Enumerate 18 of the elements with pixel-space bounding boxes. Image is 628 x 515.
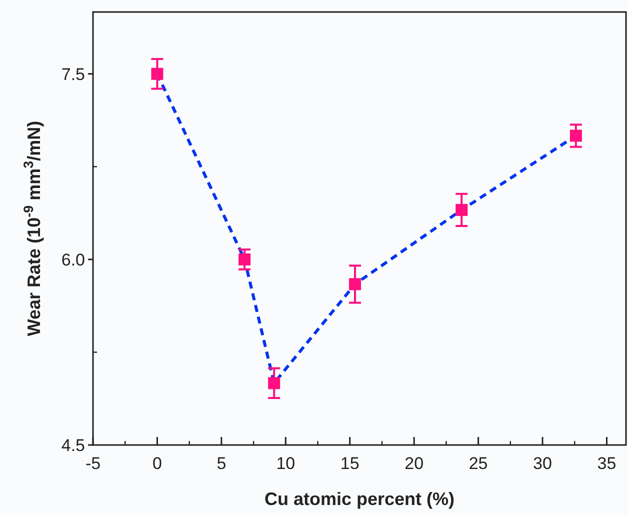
x-tick-label: 15 xyxy=(340,454,360,473)
x-axis-title: Cu atomic percent (%) xyxy=(264,489,455,509)
point xyxy=(349,278,362,290)
y-tick-label: 4.5 xyxy=(61,436,85,455)
x-tick-label: 20 xyxy=(404,454,424,473)
point xyxy=(151,68,164,80)
x-tick-label: 0 xyxy=(152,454,162,473)
point xyxy=(456,204,468,216)
point xyxy=(570,130,582,142)
x-tick-label: 25 xyxy=(468,454,488,473)
y-tick-label: 7.5 xyxy=(61,64,85,84)
x-tick-label: 10 xyxy=(276,454,296,473)
x-tick-label: 5 xyxy=(216,454,226,473)
x-tick-label: 35 xyxy=(597,454,616,473)
x-tick-label: 30 xyxy=(533,454,552,473)
x-tick-label: -5 xyxy=(85,454,101,473)
point xyxy=(268,377,280,390)
y-tick-label: 6.0 xyxy=(61,250,85,270)
